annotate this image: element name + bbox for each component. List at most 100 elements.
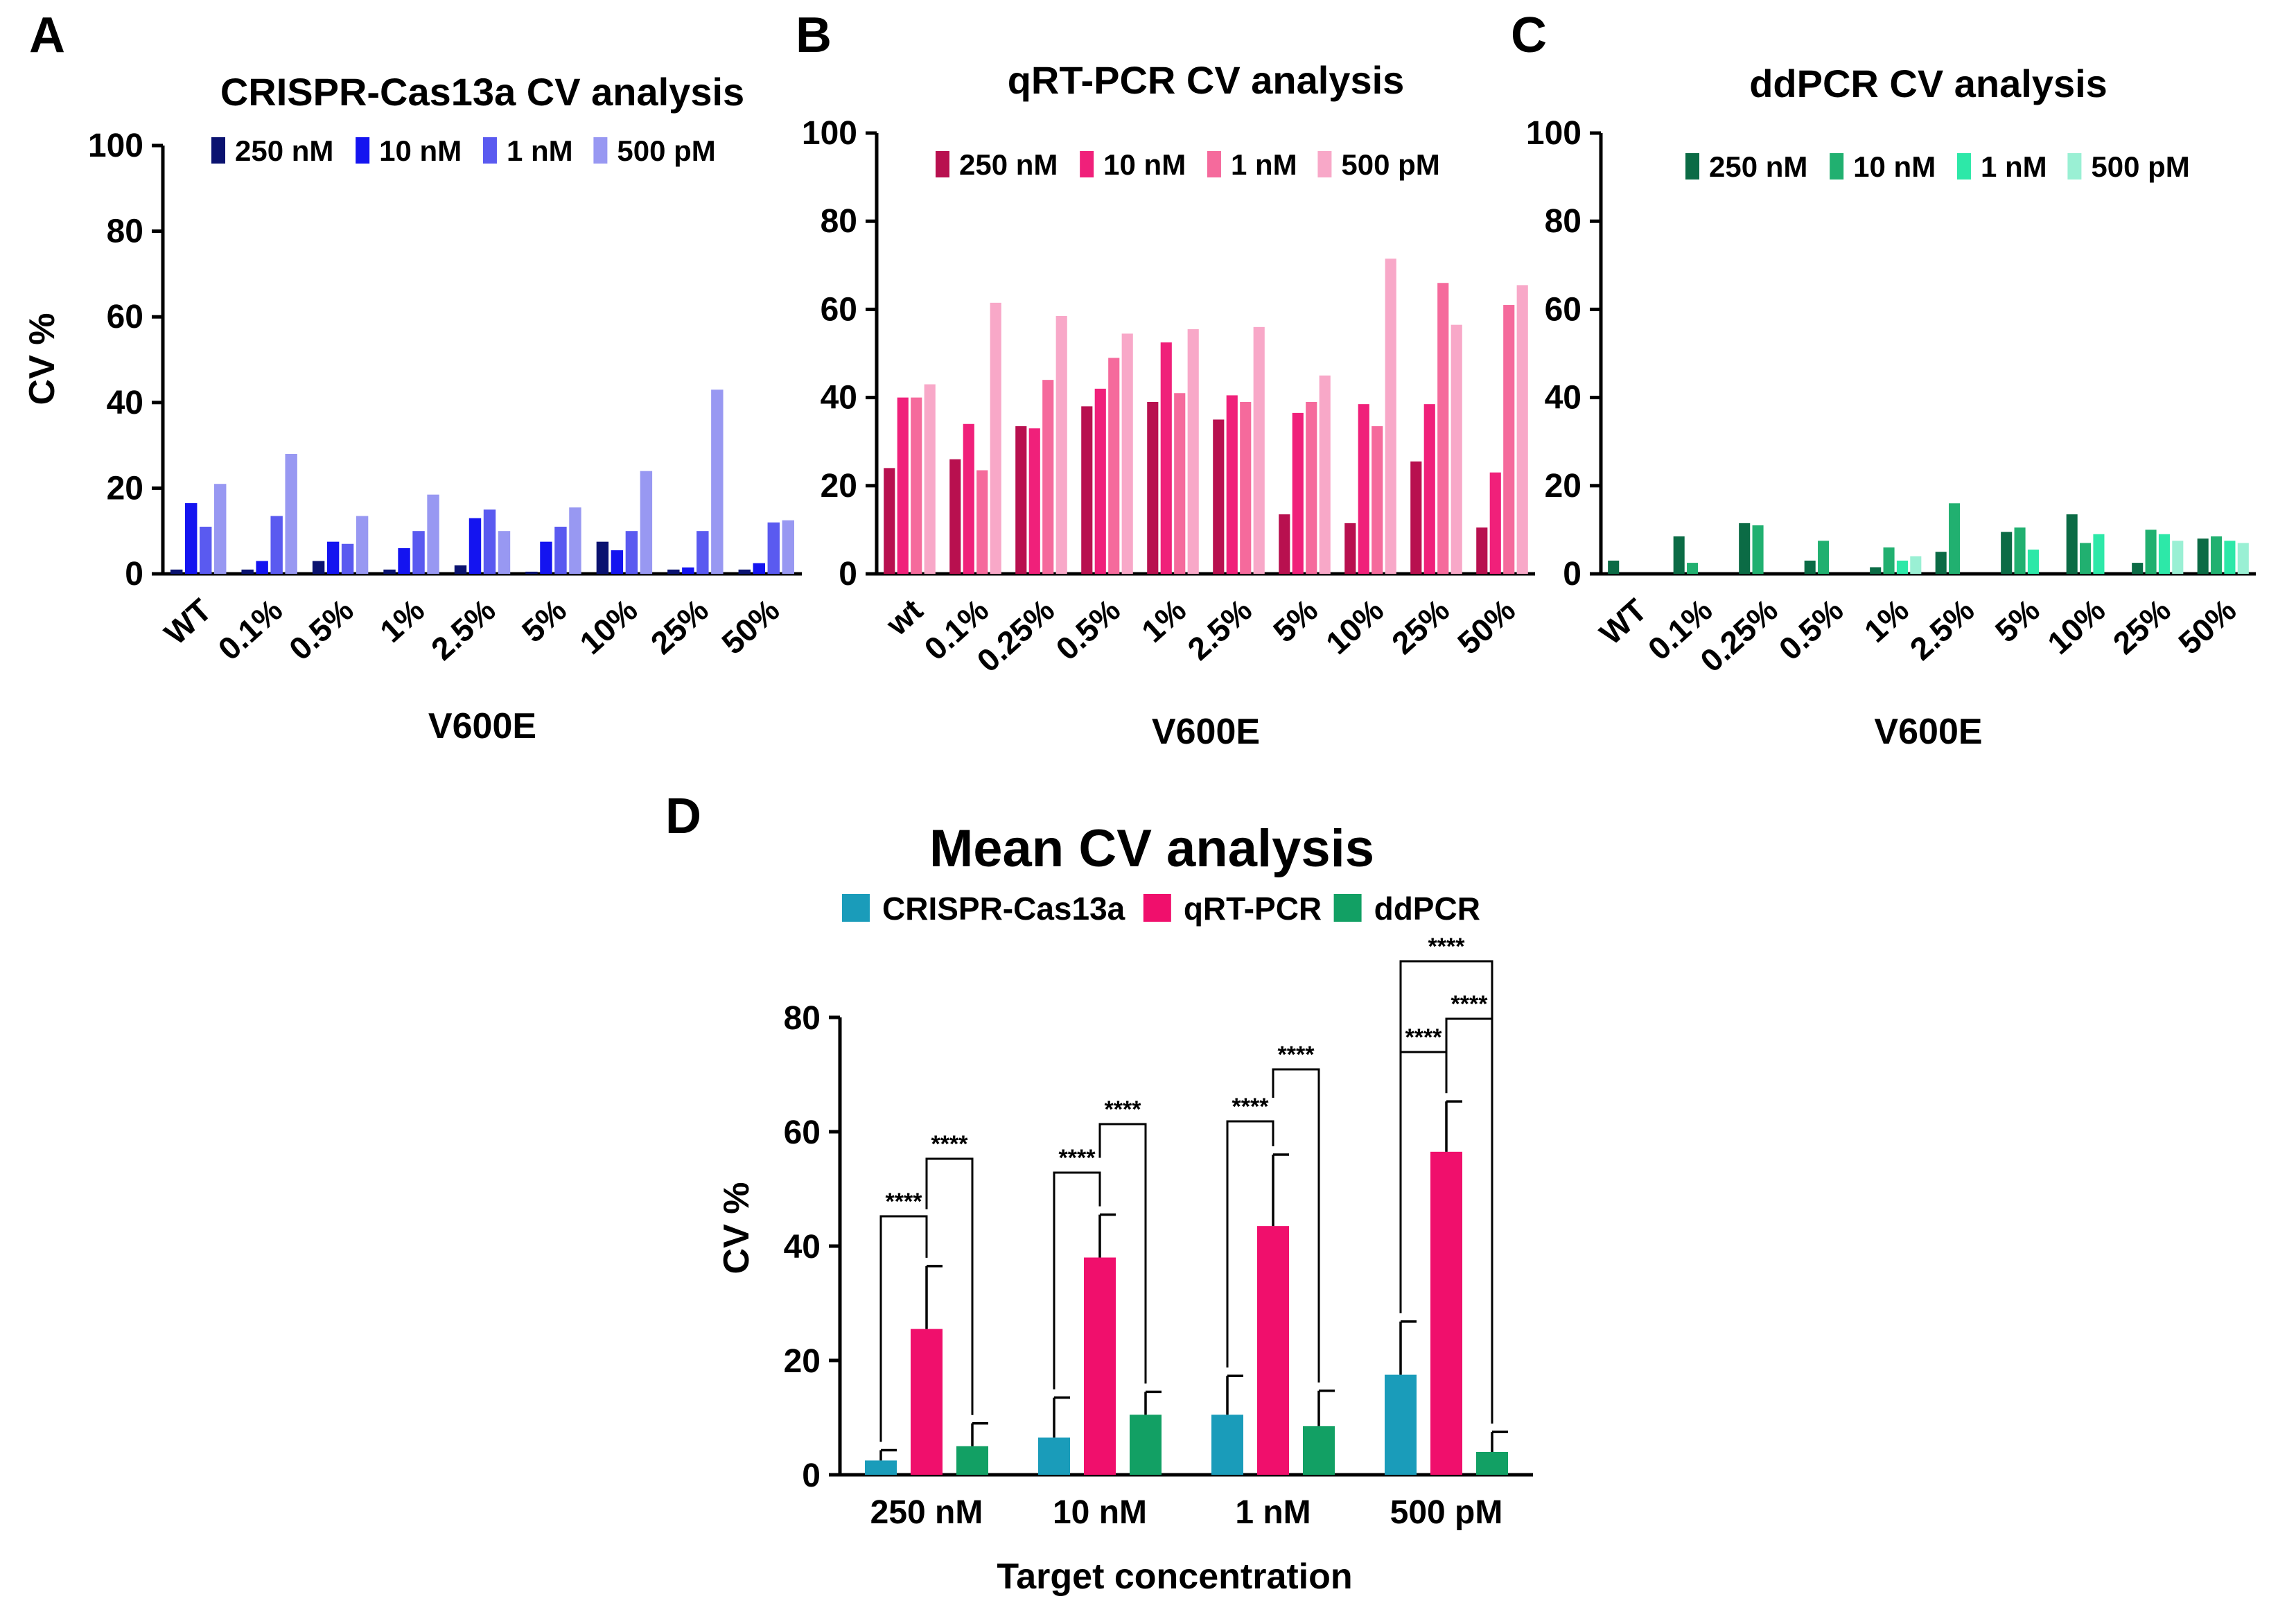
y-tick-label: 100 bbox=[88, 128, 143, 164]
sig-bracket-10nm-crispr-qrt bbox=[1053, 1171, 1101, 1390]
x-tick-label-10-nm: 10 nM bbox=[1053, 1494, 1147, 1531]
bar-250-nm-2-5pct bbox=[1213, 419, 1225, 574]
bar-1-nm-5pct bbox=[1306, 401, 1317, 574]
bar-10-nm-2-5pct bbox=[1226, 395, 1238, 574]
legend-label-crispr-cas13a: CRISPR-Cas13a bbox=[882, 891, 1125, 927]
bar-500-pm-25pct bbox=[2172, 541, 2184, 574]
bar-500-pm-10pct bbox=[640, 471, 653, 574]
legend-swatch-10-nm bbox=[1830, 153, 1844, 179]
x-tick-label-10pct: 10% bbox=[1319, 592, 1390, 661]
chart-title-c: ddPCR CV analysis bbox=[1749, 62, 2107, 105]
bar-10-nm-2-5pct bbox=[468, 518, 482, 574]
bar-crispr-cas13a-500-pm bbox=[1385, 1374, 1417, 1475]
bar-250-nm-1pct bbox=[1870, 567, 1882, 574]
bar-1-nm-1pct bbox=[412, 531, 425, 574]
bar-10-nm-50pct bbox=[1489, 472, 1501, 574]
bar-250-nm-wt bbox=[170, 569, 183, 574]
legend-swatch-ddpcr bbox=[1333, 894, 1362, 922]
bar-250-nm-50pct bbox=[738, 569, 751, 574]
bar-250-nm-0-25pct bbox=[1739, 523, 1751, 574]
legend-label-250-nm: 250 nM bbox=[235, 134, 333, 167]
bar-1-nm-50pct bbox=[767, 522, 780, 574]
bar-250-nm-5pct bbox=[2001, 532, 2013, 574]
sig-bracket-500pm-crispr-qrt bbox=[1399, 1051, 1448, 1313]
bar-500-pm-1pct bbox=[427, 494, 439, 574]
bar-250-nm-2-5pct bbox=[454, 565, 467, 574]
y-tick-label: 20 bbox=[1545, 468, 1581, 505]
x-tick-label-1-nm: 1 nM bbox=[1235, 1494, 1311, 1531]
x-tick-label-2-5pct: 2.5% bbox=[1180, 592, 1259, 667]
y-tick-label: 20 bbox=[107, 470, 143, 507]
y-tick-label: 20 bbox=[821, 468, 857, 505]
bar-10-nm-10pct bbox=[611, 550, 624, 574]
sig-bracket-10nm-qrt-ddpcr bbox=[1098, 1123, 1147, 1384]
x-tick-label-10pct: 10% bbox=[2040, 592, 2112, 661]
bar-250-nm-1pct bbox=[1147, 401, 1159, 574]
legend-swatch-1-nm bbox=[1207, 151, 1221, 177]
y-tick-label: 20 bbox=[784, 1343, 821, 1380]
bar-250-nm-50pct bbox=[1476, 527, 1488, 574]
y-tick-label: 100 bbox=[802, 115, 857, 152]
bar-qrt-pcr-1-nm bbox=[1257, 1226, 1289, 1475]
panel-letter-a: A bbox=[29, 8, 65, 63]
legend-label-ddpcr: ddPCR bbox=[1374, 891, 1480, 927]
bar-250-nm-10pct bbox=[596, 541, 609, 574]
chart-title-b: qRT-PCR CV analysis bbox=[1008, 58, 1405, 102]
bar-1-nm-0-25pct bbox=[1042, 380, 1054, 574]
bar-250-nm-10pct bbox=[1344, 523, 1356, 574]
bar-10-nm-5pct bbox=[1292, 412, 1304, 574]
bar-500-pm-25pct bbox=[711, 389, 724, 574]
sig-bracket-1nm-crispr-qrt bbox=[1226, 1120, 1274, 1368]
x-tick-label-25pct: 25% bbox=[644, 592, 715, 661]
bar-250-nm-5pct bbox=[525, 571, 538, 574]
bar-500-pm-0-5pct bbox=[1121, 333, 1133, 574]
sig-bracket-250nm-crispr-qrt-label: **** bbox=[886, 1189, 923, 1215]
bar-10-nm-25pct bbox=[1423, 404, 1435, 574]
legend-swatch-500-pm bbox=[2067, 153, 2082, 179]
sig-bracket-250nm-qrt-ddpcr bbox=[925, 1157, 974, 1415]
x-tick-label-25pct: 25% bbox=[1385, 592, 1456, 661]
bar-500-pm-0-1pct bbox=[285, 453, 297, 574]
x-tick-label-2-5pct: 2.5% bbox=[424, 592, 502, 667]
bar-10-nm-1pct bbox=[398, 548, 410, 574]
bar-10-nm-1pct bbox=[1160, 342, 1172, 574]
bar-ddpcr-250-nm bbox=[956, 1446, 988, 1475]
bar-250-nm-0-5pct bbox=[312, 561, 325, 574]
sig-bracket-500pm-crispr-qrt-label: **** bbox=[1405, 1024, 1443, 1051]
bar-1-nm-10pct bbox=[1372, 426, 1383, 574]
bar-qrt-pcr-10-nm bbox=[1084, 1257, 1116, 1475]
sig-bracket-500pm-crispr-ddpcr bbox=[1399, 960, 1493, 1424]
x-tick-label-0-25pct: 0.25% bbox=[1693, 592, 1785, 679]
bar-1-nm-50pct bbox=[1503, 305, 1515, 574]
bar-500-pm-2-5pct bbox=[1253, 326, 1265, 574]
sig-bracket-250nm-crispr-qrt bbox=[879, 1215, 928, 1442]
legend-label-500-pm: 500 pM bbox=[617, 134, 715, 167]
bar-250-nm-0-5pct bbox=[1804, 560, 1816, 574]
bar-1-nm-2-5pct bbox=[483, 509, 496, 574]
bar-10-nm-0-5pct bbox=[326, 541, 340, 574]
bar-1-nm-wt bbox=[200, 527, 212, 574]
y-tick-label: 60 bbox=[784, 1114, 821, 1151]
sig-bracket-500pm-crispr-ddpcr-label: **** bbox=[1428, 934, 1466, 960]
bar-1-nm-0-5pct bbox=[341, 543, 354, 574]
y-tick-label: 80 bbox=[107, 213, 143, 250]
bar-500-pm-2-5pct bbox=[498, 531, 511, 574]
y-axis-label-d: CV % bbox=[717, 1182, 757, 1274]
bar-10-nm-10pct bbox=[1358, 404, 1369, 574]
y-tick-label: 0 bbox=[1563, 556, 1581, 593]
bar-250-nm-10pct bbox=[2066, 514, 2078, 574]
x-tick-label-0-1pct: 0.1% bbox=[211, 592, 290, 667]
bar-1-nm-25pct bbox=[2158, 534, 2170, 574]
x-tick-label-25pct: 25% bbox=[2106, 592, 2177, 661]
y-tick-label: 40 bbox=[784, 1229, 821, 1265]
x-tick-label-1pct: 1% bbox=[373, 592, 431, 649]
bar-10-nm-wt bbox=[897, 397, 909, 574]
x-tick-label-500-pm: 500 pM bbox=[1390, 1494, 1503, 1531]
x-tick-label-0-5pct: 0.5% bbox=[282, 592, 360, 667]
bar-crispr-cas13a-250-nm bbox=[865, 1460, 897, 1475]
legend-swatch-250-nm bbox=[1685, 153, 1699, 179]
bar-1-nm-1pct bbox=[1174, 393, 1186, 574]
sig-bracket-10nm-crispr-qrt-label: **** bbox=[1059, 1145, 1096, 1171]
bar-250-nm-25pct bbox=[1410, 461, 1422, 574]
